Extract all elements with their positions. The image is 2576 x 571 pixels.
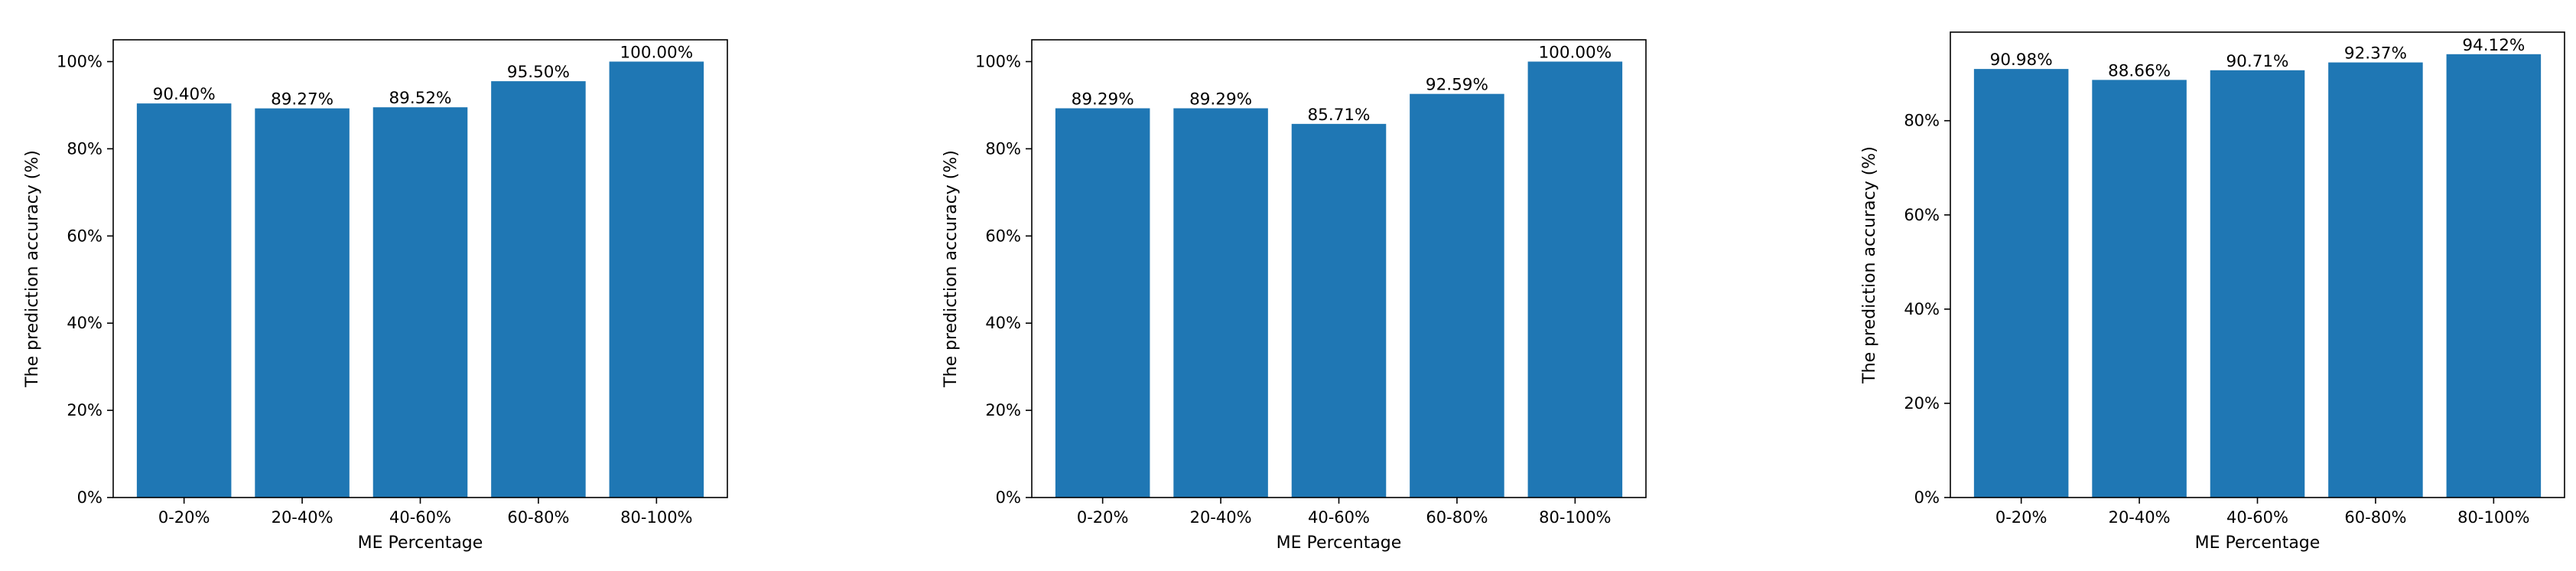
x-tick-label: 60-80%	[1426, 508, 1488, 527]
bar	[1410, 93, 1504, 498]
y-tick-label: 0%	[1914, 488, 1940, 507]
x-tick-label: 0-20%	[1077, 508, 1129, 527]
y-axis-title: The prediction accuracy (%)	[1860, 146, 1879, 384]
y-tick-label: 0%	[996, 488, 1021, 507]
x-tick-label: 40-60%	[1308, 508, 1370, 527]
bar	[1527, 61, 1623, 498]
y-tick-label: 20%	[985, 401, 1021, 419]
data-label: 89.29%	[1072, 90, 1134, 109]
y-tick-label: 40%	[1904, 300, 1940, 318]
y-tick-label: 80%	[985, 139, 1021, 158]
bar	[136, 103, 232, 498]
y-tick-label: 80%	[1904, 112, 1940, 130]
y-tick-label: 40%	[985, 314, 1021, 332]
y-tick-label: 20%	[67, 401, 102, 419]
data-label: 92.59%	[1426, 76, 1488, 95]
bar	[2446, 54, 2542, 498]
chart-panel-3: 90.98% 88.66% 90.71% 92.37% 94.12% 0% 20% 40% 60…	[1860, 31, 2565, 553]
bar	[2210, 70, 2305, 498]
y-tick-label: 60%	[1904, 206, 1940, 224]
y-tick-label: 40%	[67, 314, 102, 332]
x-tick-label: 20-40%	[2109, 508, 2171, 527]
x-tick-label: 60-80%	[2344, 508, 2406, 527]
bar	[491, 81, 586, 498]
bar	[372, 107, 468, 498]
data-label: 90.71%	[2226, 52, 2289, 71]
y-tick-label: 80%	[67, 139, 102, 158]
bar	[1291, 123, 1387, 498]
x-tick-label: 0-20%	[158, 508, 210, 527]
chart-panel-1: 90.40% 89.27% 89.52% 95.50% 100.00% 0% 20% 40% 6…	[23, 39, 728, 553]
bar	[255, 108, 350, 498]
x-tick-label: 80-100%	[620, 508, 692, 527]
data-label: 100.00%	[620, 43, 694, 62]
data-label: 100.00%	[1539, 43, 1612, 62]
x-tick-label: 0-20%	[1995, 508, 2047, 527]
bar	[1973, 69, 2069, 498]
x-axis-title: ME Percentage	[2195, 533, 2321, 553]
bar	[1173, 108, 1268, 498]
data-label: 89.52%	[389, 89, 452, 108]
y-axis-title: The prediction accuracy (%)	[942, 150, 961, 388]
y-tick-label: 0%	[77, 488, 102, 507]
data-label: 89.29%	[1189, 90, 1252, 109]
data-label: 95.50%	[507, 63, 570, 82]
data-label: 88.66%	[2108, 61, 2171, 80]
y-tick-label: 100%	[57, 52, 102, 70]
x-axis-title: ME Percentage	[1277, 533, 1402, 553]
data-label: 90.40%	[153, 85, 216, 104]
x-axis-title: ME Percentage	[358, 533, 483, 553]
bar	[2328, 62, 2423, 498]
data-label: 85.71%	[1308, 106, 1371, 125]
x-tick-label: 20-40%	[1190, 508, 1252, 527]
y-tick-label: 60%	[985, 227, 1021, 245]
y-tick-label: 20%	[1904, 394, 1940, 413]
data-label: 89.27%	[271, 90, 333, 109]
x-tick-label: 80-100%	[1539, 508, 1611, 527]
x-tick-label: 40-60%	[2226, 508, 2288, 527]
data-label: 92.37%	[2344, 44, 2407, 64]
x-tick-label: 20-40%	[272, 508, 333, 527]
bar	[1055, 108, 1150, 498]
y-tick-label: 100%	[975, 52, 1021, 70]
data-label: 90.98%	[1990, 51, 2053, 70]
x-tick-label: 60-80%	[507, 508, 569, 527]
bar	[2092, 80, 2187, 498]
data-label: 94.12%	[2462, 36, 2525, 55]
x-tick-label: 80-100%	[2457, 508, 2529, 527]
x-tick-label: 40-60%	[389, 508, 451, 527]
chart-panel-2: 89.29% 89.29% 85.71% 92.59% 100.00% 0% 20% 40% 6…	[942, 39, 1647, 553]
y-tick-label: 60%	[67, 227, 102, 245]
y-axis-title: The prediction accuracy (%)	[23, 150, 42, 388]
bar	[609, 61, 704, 498]
